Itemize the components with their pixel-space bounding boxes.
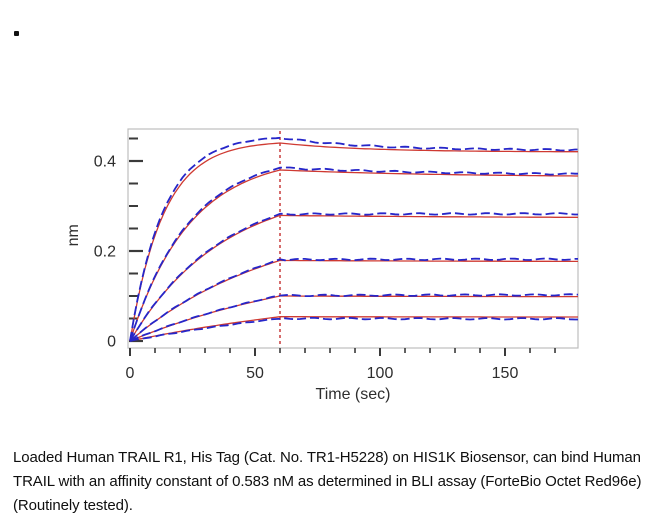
curve-4-data-trace [129, 257, 578, 342]
x-tick-label: 0 [126, 365, 135, 382]
curve-5-data-trace [129, 293, 578, 342]
caption-line-1: Loaded Human TRAIL R1, His Tag (Cat. No.… [13, 449, 641, 466]
curve-2-data-trace [129, 166, 578, 341]
x-tick-label: 100 [367, 365, 394, 382]
curve-1-data-trace [129, 136, 578, 341]
curve-1-fit-trace [129, 142, 578, 342]
curve-3-fit-trace [129, 214, 578, 342]
curve-6-fit-trace [129, 316, 578, 342]
curve-3-data-trace [129, 212, 578, 342]
y-tick-label: 0 [107, 334, 116, 351]
bli-kinetics-chart: 0 0.2 0.4 0 50 100 150 Time (sec) nm [65, 128, 579, 403]
bli-kinetics-chart-canvas: 0 0.2 0.4 0 50 100 150 Time (sec) nm [65, 128, 579, 403]
y-axis-title: nm [65, 224, 82, 246]
plot-frame [127, 128, 579, 349]
curve-6-data-trace [129, 316, 578, 342]
figure-caption: Loaded Human TRAIL R1, His Tag (Cat. No.… [13, 446, 647, 515]
caption-line-3: (Routinely tested). [13, 497, 133, 514]
caption-line-2: TRAIL with an affinity constant of 0.583… [13, 473, 642, 490]
list-bullet-icon [14, 31, 19, 36]
curve-4-fit-trace [129, 259, 578, 342]
curve-2-fit-trace [129, 169, 578, 342]
x-tick-label: 150 [492, 365, 519, 382]
x-tick-label: 50 [246, 365, 264, 382]
x-axis-title: Time (sec) [316, 386, 391, 403]
y-tick-label: 0.2 [94, 244, 116, 261]
y-tick-label: 0.4 [94, 154, 116, 171]
